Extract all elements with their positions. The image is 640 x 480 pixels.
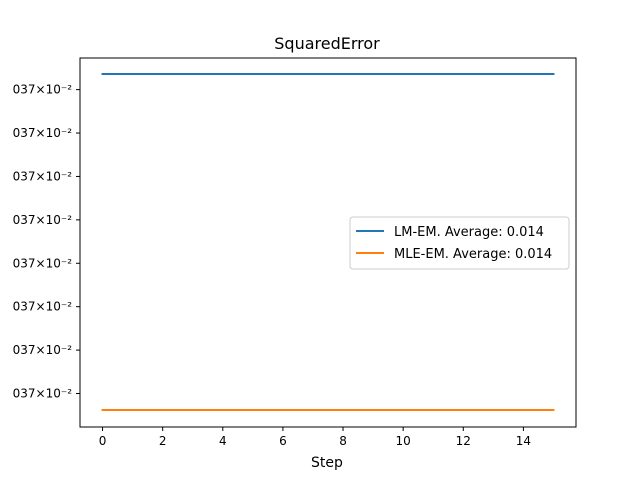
y-tick-label: 037×10⁻² — [13, 343, 73, 357]
axes-frame — [79, 57, 577, 428]
x-tick-label: 0 — [99, 434, 107, 448]
legend-label-2: MLE-EM. Average: 0.014 — [394, 247, 552, 262]
legend-box — [349, 216, 570, 270]
x-tick-label: 12 — [456, 434, 471, 448]
x-axis-label: Step — [311, 455, 343, 471]
y-tick-label: 037×10⁻² — [13, 300, 73, 314]
y-tick-label: 037×10⁻² — [13, 387, 73, 401]
x-tick-label: 2 — [159, 434, 167, 448]
plot-area: 0 2 4 6 8 10 12 14 037×10⁻² 037×10⁻² 037×10⁻² 037×1… — [13, 57, 577, 448]
x-tick-label: 14 — [516, 434, 531, 448]
x-tick-label: 8 — [339, 434, 347, 448]
legend-label-1: LM-EM. Average: 0.014 — [394, 225, 544, 240]
x-tick-label: 6 — [279, 434, 287, 448]
x-tick-label: 10 — [396, 434, 411, 448]
y-tick-label: 037×10⁻² — [13, 256, 73, 270]
x-tick-label: 4 — [219, 434, 227, 448]
chart-title: SquaredError — [274, 34, 380, 53]
y-tick-label: 037×10⁻² — [13, 126, 73, 140]
y-tick-label: 037×10⁻² — [13, 169, 73, 183]
legend: LM-EM. Average: 0.014 MLE-EM. Average: 0.… — [349, 216, 570, 270]
y-tick-label: 037×10⁻² — [13, 213, 73, 227]
y-tick-label: 037×10⁻² — [13, 83, 73, 97]
